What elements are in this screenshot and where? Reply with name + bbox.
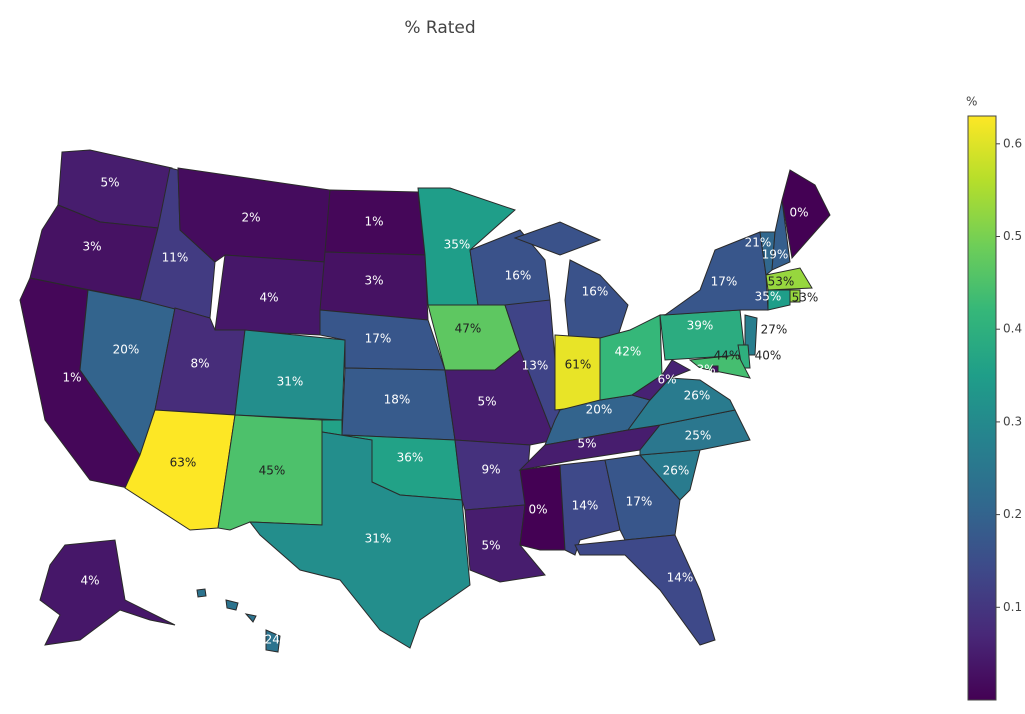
state-label: 17% — [626, 495, 653, 509]
state-label: 36% — [397, 451, 424, 465]
state-label: 2% — [241, 211, 260, 225]
state — [630, 359, 692, 401]
state-label: 63% — [170, 456, 197, 470]
state-label: 26% — [684, 389, 711, 403]
state-label: 20% — [586, 403, 613, 417]
state-label: 14% — [572, 499, 599, 513]
colorbar-tick-label: 0.2 — [1003, 507, 1022, 521]
state-label: 14% — [667, 571, 694, 585]
state-label: 35% — [444, 238, 471, 252]
state-label: 13% — [522, 359, 549, 373]
state-label: 16% — [505, 269, 532, 283]
state-label: 19% — [762, 248, 789, 262]
labels-layer: 5% 3% 1% 20% 11% 2% 4% 8% 63% 31% 45% 1% 3% 17% 18% 36%… — [62, 176, 818, 647]
state — [767, 289, 791, 311]
state-label: 42% — [615, 345, 642, 359]
state-label: 35% — [755, 290, 782, 304]
state — [39, 539, 176, 646]
colorbar — [967, 115, 997, 701]
state-label: 3% — [696, 363, 715, 377]
colorbar-tick-label: 0.5 — [1003, 229, 1022, 243]
colorbar-tick-label: 0.3 — [1003, 414, 1022, 428]
state-label: 4% — [80, 574, 99, 588]
state-label: 61% — [565, 358, 592, 372]
state-label: 3% — [364, 274, 383, 288]
state-label: 9% — [481, 463, 500, 477]
colorbar-title: % — [966, 95, 977, 109]
state-label: 0% — [528, 503, 547, 517]
state-label: 8% — [190, 357, 209, 371]
state-label: 4% — [259, 291, 278, 305]
state-label: 0% — [789, 206, 808, 220]
state-label: 20% — [113, 343, 140, 357]
state-label: 31% — [277, 375, 304, 389]
state-label: 24% — [265, 633, 292, 647]
state-label: 31% — [365, 532, 392, 546]
state-label: 16% — [582, 285, 609, 299]
state — [554, 334, 601, 411]
state-label: 1% — [62, 371, 81, 385]
map-title: % Rated — [404, 18, 475, 38]
state — [196, 588, 281, 653]
state — [765, 267, 813, 291]
state-label: 5% — [481, 539, 500, 553]
colorbar-tick-label: 0.6 — [1003, 136, 1022, 150]
state — [574, 534, 716, 646]
state-label: 3% — [82, 240, 101, 254]
state-label: 44% — [714, 349, 741, 363]
state-label: 5% — [477, 395, 496, 409]
state — [248, 431, 471, 649]
state-label: 5% — [100, 176, 119, 190]
state — [781, 169, 831, 260]
states-layer — [19, 149, 831, 653]
state-label: 17% — [365, 332, 392, 346]
state-label: 53% — [792, 291, 819, 305]
state-label: 17% — [711, 275, 738, 289]
state-label: 1% — [364, 215, 383, 229]
state — [771, 199, 791, 271]
state-label: 18% — [384, 393, 411, 407]
state-label: 11% — [162, 251, 189, 265]
state-label: 45% — [259, 464, 286, 478]
state-label: 26% — [663, 464, 690, 478]
state-label: 5% — [577, 437, 596, 451]
state-label: 39% — [687, 319, 714, 333]
colorbar-tick-label: 0.4 — [1003, 322, 1022, 336]
state-label: 40% — [755, 349, 782, 363]
colorbar-tick-label: 0.1 — [1003, 600, 1022, 614]
state-label: 53% — [768, 275, 795, 289]
state-label: 25% — [685, 429, 712, 443]
state — [688, 354, 751, 379]
state-label: 47% — [455, 322, 482, 336]
state-label: 21% — [745, 236, 772, 250]
state-label: 6% — [657, 373, 676, 387]
state — [711, 365, 719, 373]
state-label: 27% — [761, 323, 788, 337]
